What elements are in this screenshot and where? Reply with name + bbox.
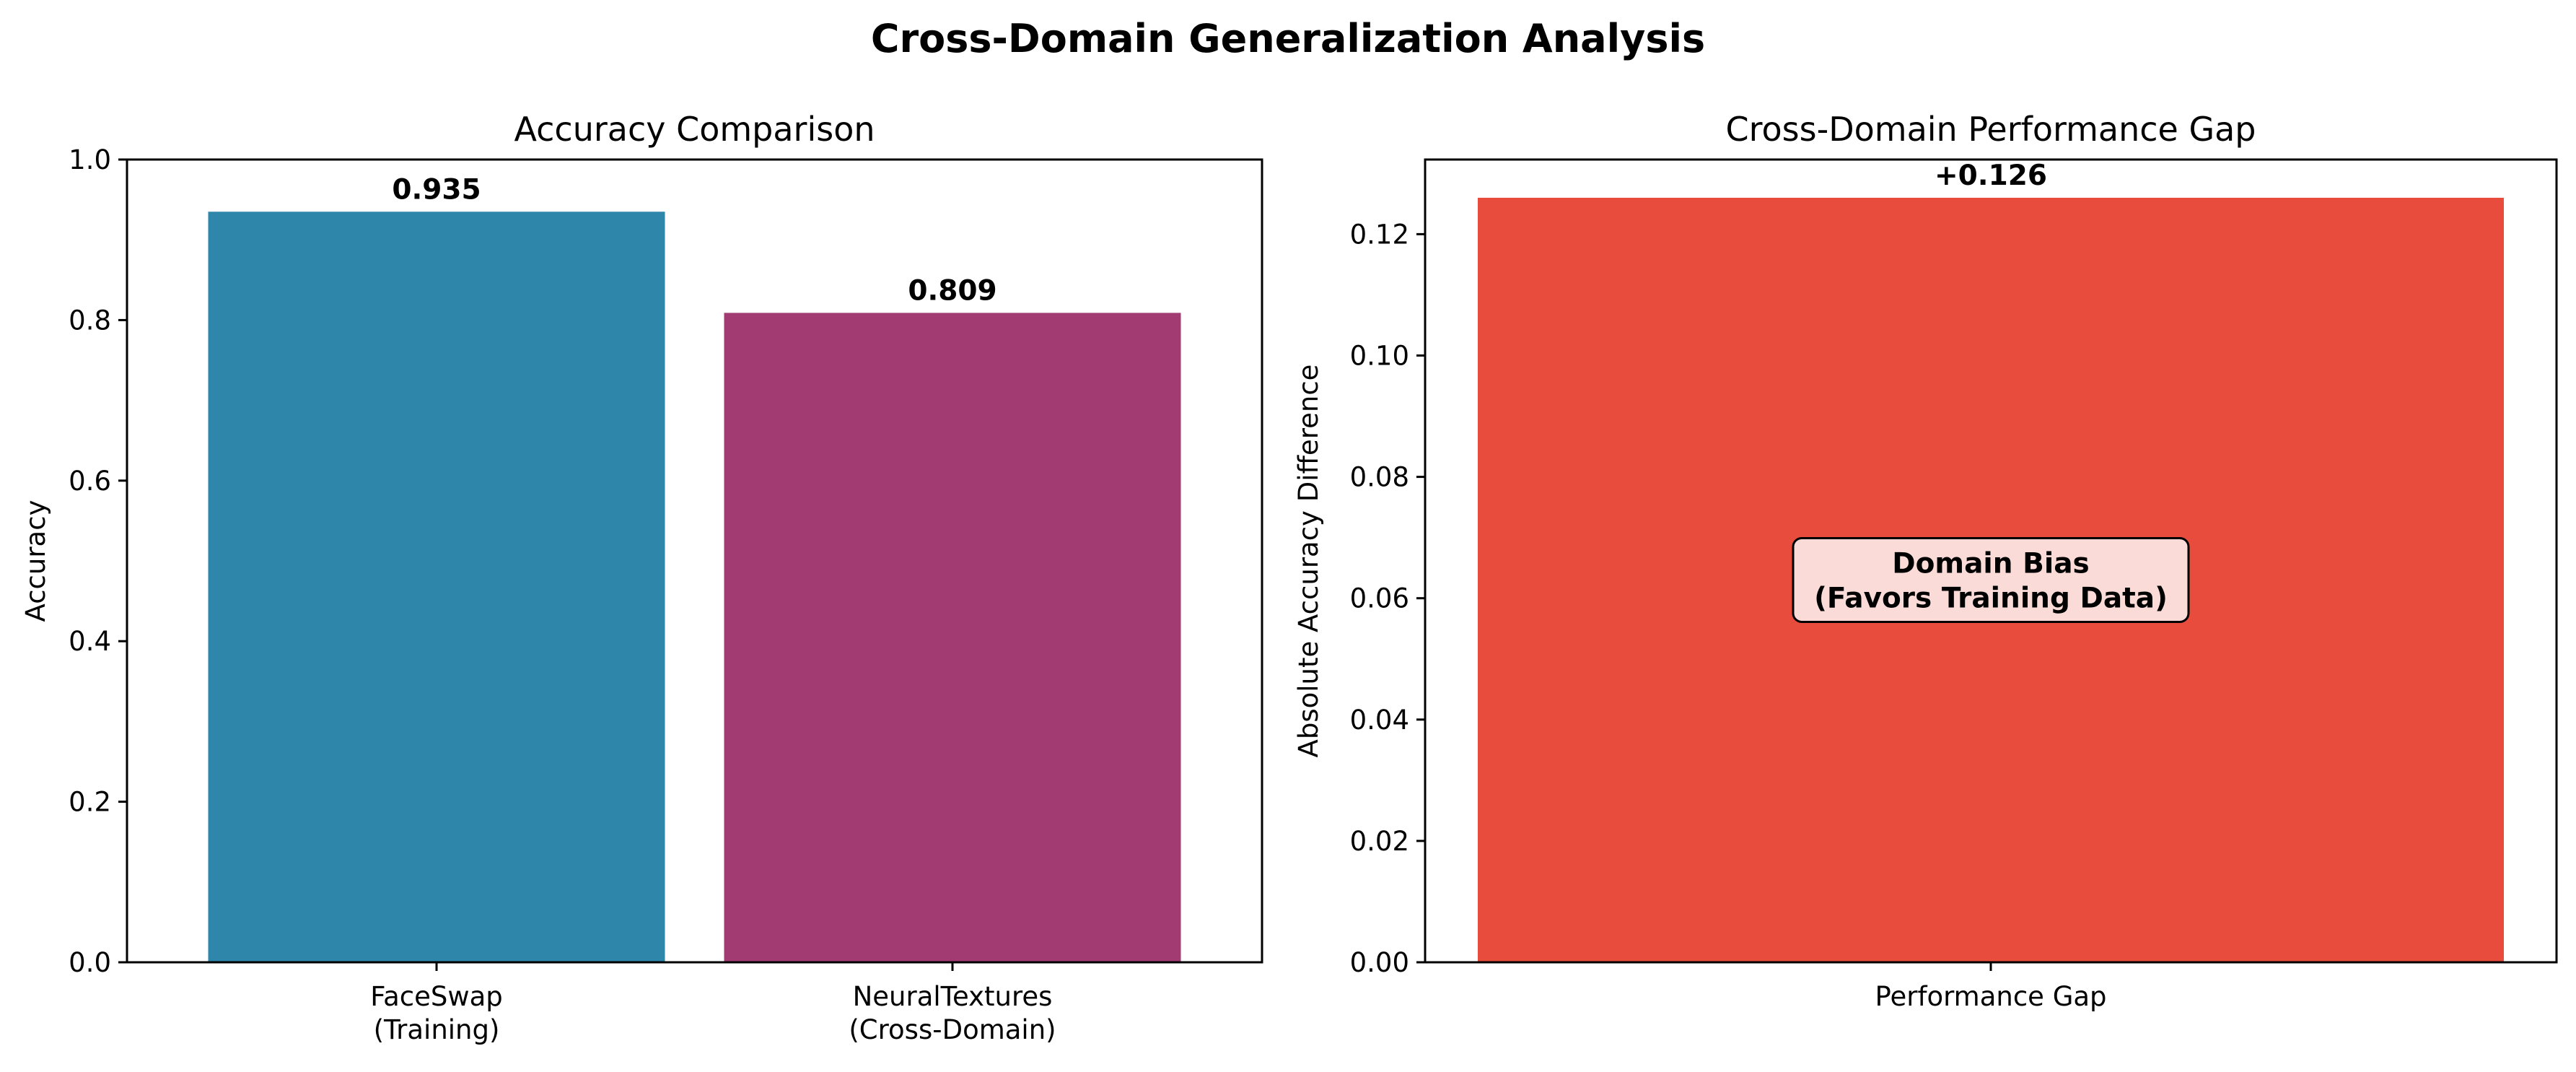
y-tick-label: 0.08 <box>1350 462 1409 493</box>
bar-value-label: +0.126 <box>1935 160 2047 192</box>
y-tick-label: 0.4 <box>69 626 111 657</box>
performance-gap-panel: +0.126 0.00 0.02 0.04 0.06 0.08 0.10 0.12 Perfor… <box>1293 110 2558 1012</box>
y-tick-label: 0.02 <box>1350 826 1409 857</box>
y-tick-label: 0.00 <box>1350 947 1409 978</box>
axes-title: Cross-Domain Performance Gap <box>1726 110 2256 149</box>
bar-value-label: 0.935 <box>392 173 481 206</box>
figure-title: Cross-Domain Generalization Analysis <box>871 16 1705 61</box>
y-tick-label: 0.10 <box>1350 340 1409 371</box>
annotation-box <box>1792 536 2190 623</box>
bar <box>724 313 1181 963</box>
x-tick-label: NeuralTextures (Cross-Domain) <box>849 981 1056 1045</box>
y-tick-label: 0.8 <box>69 305 111 336</box>
y-tick-label: 0.06 <box>1350 583 1409 614</box>
annotation-text: Domain Bias (Favors Training Data) <box>1814 547 2168 614</box>
y-tick-label: 0.12 <box>1350 219 1409 250</box>
y-tick-label: 0.2 <box>69 787 111 818</box>
y-tick-label: 1.0 <box>69 144 111 175</box>
axes-title: Accuracy Comparison <box>514 110 875 149</box>
y-tick-label: 0.04 <box>1350 705 1409 736</box>
x-tick-label: Performance Gap <box>1875 981 2106 1012</box>
axes-frame <box>126 158 1263 964</box>
y-tick-label: 0.6 <box>69 466 111 497</box>
accuracy-comparison-panel: 0.935 0.809 0.0 0.2 0.4 0.6 0.8 1.0 FaceSwap (Tra… <box>20 110 1263 1045</box>
y-axis-label: Absolute Accuracy Difference <box>1293 365 1324 758</box>
bar <box>208 212 665 962</box>
x-tick-label: FaceSwap (Training) <box>370 981 503 1045</box>
y-axis-label: Accuracy <box>20 500 51 622</box>
y-tick-label: 0.0 <box>69 947 111 978</box>
bar-value-label: 0.809 <box>908 274 996 307</box>
